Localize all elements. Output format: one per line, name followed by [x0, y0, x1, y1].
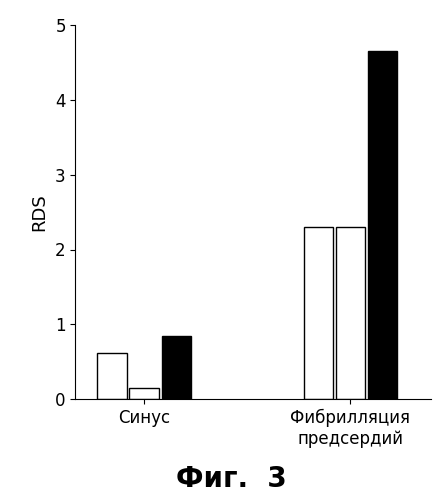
Bar: [130, 388, 159, 399]
Y-axis label: RDS: RDS: [30, 193, 48, 231]
Text: Фиг.  3: Фиг. 3: [175, 465, 286, 493]
Bar: [336, 227, 365, 399]
Bar: [368, 51, 397, 399]
Bar: [162, 336, 191, 399]
Bar: [97, 353, 127, 399]
Bar: [304, 227, 333, 399]
